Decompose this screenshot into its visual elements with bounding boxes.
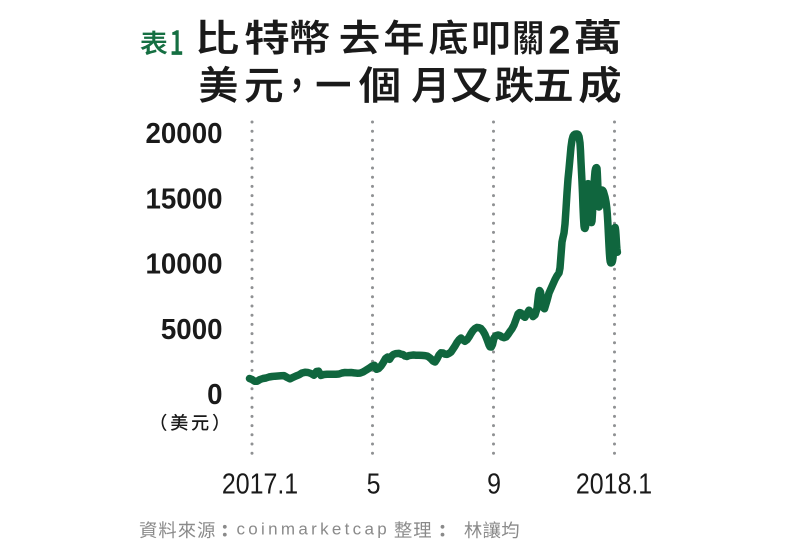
- svg-text:2018.1: 2018.1: [576, 468, 652, 500]
- svg-text:20000: 20000: [146, 117, 223, 150]
- svg-text:2: 2: [548, 18, 570, 62]
- svg-text:2017.1: 2017.1: [222, 468, 298, 500]
- svg-text:10000: 10000: [146, 247, 223, 280]
- svg-text:5000: 5000: [161, 312, 223, 345]
- svg-text:0: 0: [207, 378, 222, 411]
- svg-text:9: 9: [487, 468, 501, 500]
- svg-text:15000: 15000: [146, 182, 223, 215]
- svg-text:coinmarketcap: coinmarketcap: [237, 519, 390, 538]
- svg-text:5: 5: [367, 468, 381, 500]
